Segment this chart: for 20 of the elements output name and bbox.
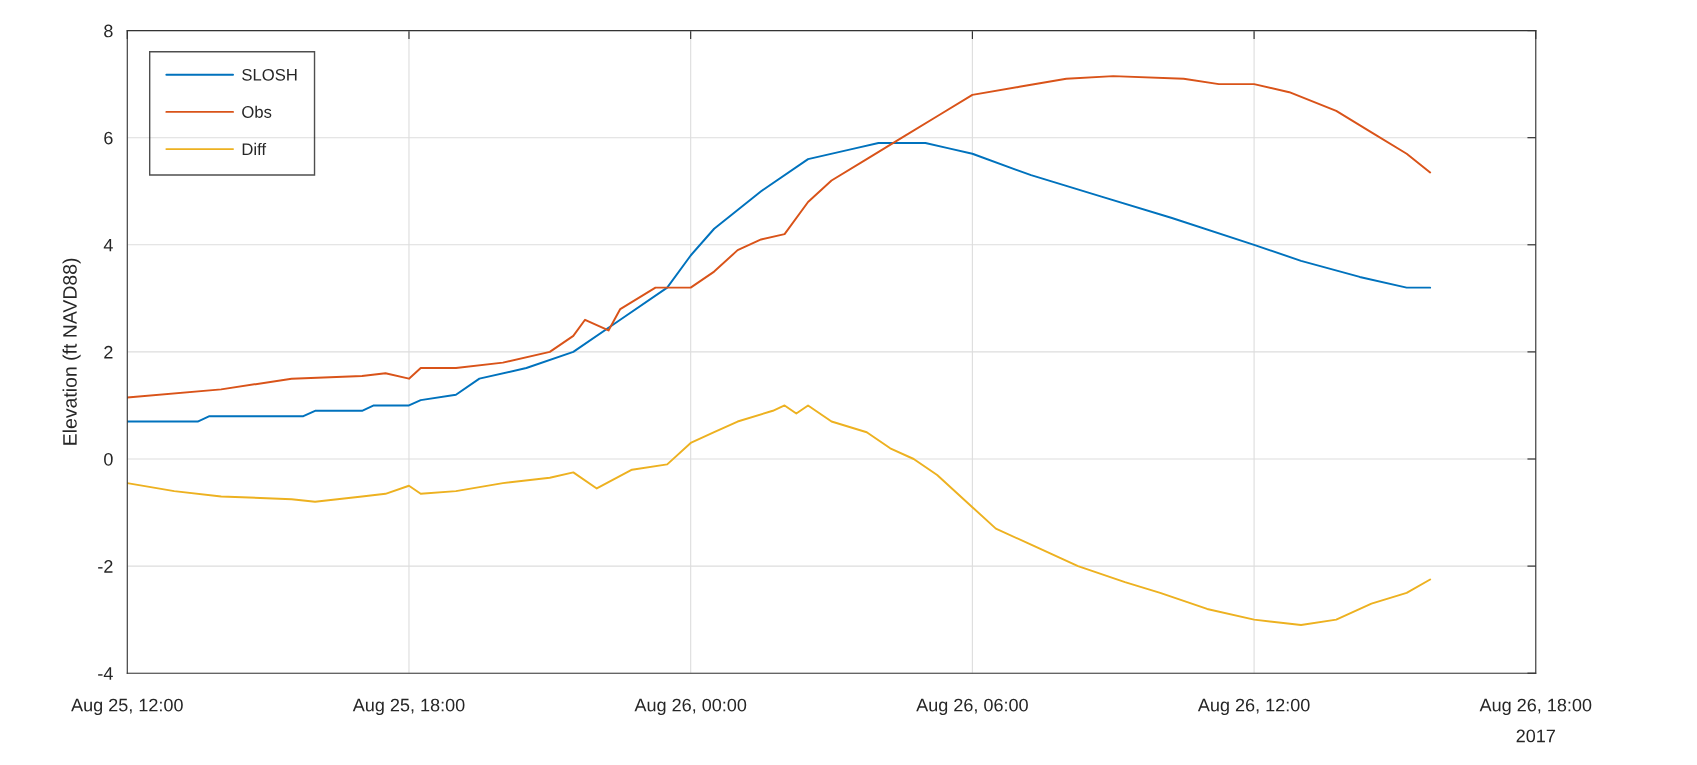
legend-label: Obs (242, 105, 272, 118)
legend-label: Diff (242, 142, 267, 155)
y-tick-label: 0 (104, 452, 113, 466)
line-series (127, 142, 1432, 423)
y-tick-label: 8 (104, 24, 113, 38)
x-tick-label: Aug 26, 12:00 (1197, 698, 1310, 716)
y-tick-label: -4 (98, 667, 113, 680)
y-tick-label: 4 (103, 238, 113, 252)
y-tick-label: -2 (98, 560, 113, 573)
x-tick-label: Aug 26, 00:00 (634, 698, 747, 716)
x-tick-label: Aug 26, 06:00 (916, 698, 1028, 716)
y-tick-label: 2 (104, 345, 113, 359)
y-axis-title: Elevation (ft NAVD88) (62, 258, 81, 445)
line-series (127, 404, 1432, 626)
x-tick-label: Aug 25, 12:00 (71, 698, 183, 716)
text: 2017 (1516, 729, 1555, 743)
y-tick-label: 6 (104, 131, 113, 145)
x-tick-label: Aug 25, 18:00 (352, 698, 465, 716)
legend-label: SLOSH (242, 68, 297, 81)
x-tick-label: Aug 26, 18:00 (1479, 698, 1592, 716)
